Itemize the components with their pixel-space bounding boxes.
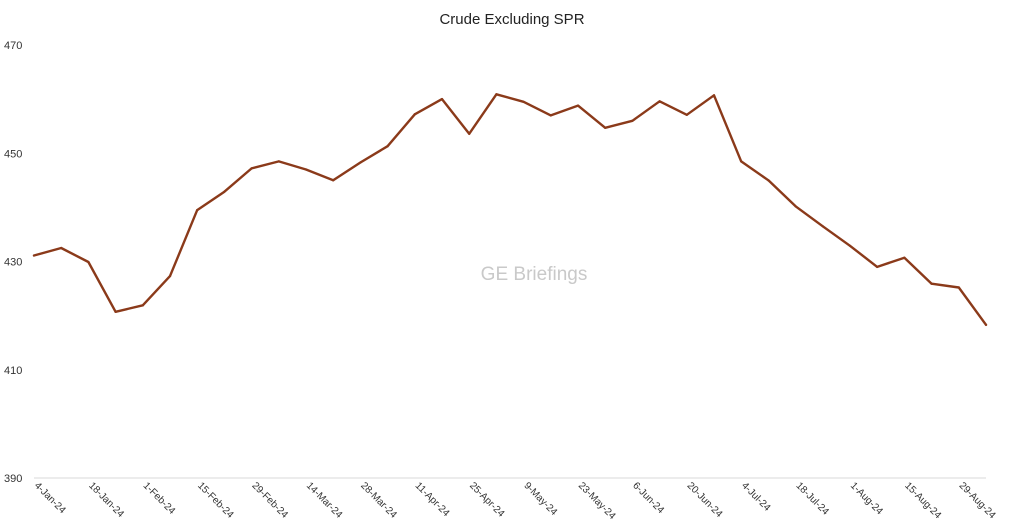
y-axis-ticks: 390 410 430 450 470 [4, 40, 22, 485]
data-point [522, 100, 525, 103]
data-point [767, 179, 770, 182]
y-tick-label: 470 [4, 40, 22, 52]
data-point [957, 286, 960, 289]
series-layer [32, 93, 988, 326]
data-point [984, 323, 988, 326]
x-tick-label: 11-Apr-24 [413, 480, 452, 519]
data-point [141, 304, 144, 307]
x-tick-label: 4-Jan-24 [32, 480, 68, 516]
y-tick-label: 430 [4, 257, 22, 269]
data-point [631, 119, 634, 122]
x-tick-label: 15-Aug-24 [902, 480, 943, 521]
data-point [876, 265, 879, 269]
x-tick-label: 1-Aug-24 [848, 480, 885, 517]
data-point [549, 114, 552, 117]
data-point [359, 161, 362, 164]
data-point [250, 167, 253, 170]
x-tick-label: 18-Jan-24 [86, 480, 126, 520]
data-point [468, 132, 471, 135]
x-tick-label: 14-Mar-24 [304, 480, 345, 521]
x-tick-label: 9-May-24 [521, 480, 559, 518]
data-point [903, 256, 906, 259]
y-tick-label: 410 [4, 365, 22, 377]
y-tick-label: 450 [4, 148, 22, 160]
data-point [168, 275, 172, 278]
x-tick-label: 23-May-24 [576, 480, 618, 522]
x-tick-label: 4-Jul-24 [739, 480, 773, 514]
data-point [658, 100, 661, 103]
x-tick-label: 18-Jul-24 [793, 480, 831, 518]
watermark: GE Briefings [481, 264, 588, 285]
data-point [604, 126, 607, 129]
x-tick-label: 29-Feb-24 [249, 480, 290, 521]
chart-title: Crude Excluding SPR [439, 11, 584, 28]
data-point [930, 282, 933, 285]
x-axis-ticks: 4-Jan-24 18-Jan-24 1-Feb-24 15-Feb-24 29-Feb… [32, 480, 998, 522]
y-tick-label: 390 [4, 473, 22, 485]
x-tick-label: 29-Aug-24 [957, 480, 998, 521]
data-point [60, 246, 63, 250]
data-point [87, 260, 90, 264]
data-point [794, 205, 797, 208]
x-tick-label: 6-Jun-24 [630, 480, 666, 516]
data-point [576, 104, 580, 107]
data-point [740, 160, 743, 163]
x-tick-label: 25-Apr-24 [467, 480, 507, 520]
x-tick-label: 15-Feb-24 [195, 480, 236, 521]
x-tick-label: 20-Jun-24 [685, 480, 725, 520]
data-point [196, 208, 199, 212]
data-point [386, 145, 389, 148]
data-point [495, 93, 498, 96]
data-point [114, 310, 117, 313]
data-point [821, 225, 824, 228]
series-line [32, 93, 988, 326]
data-point [712, 94, 716, 97]
data-point [848, 244, 852, 247]
data-point [413, 113, 416, 116]
data-point [277, 160, 280, 163]
data-point [332, 179, 335, 182]
x-tick-label: 1-Feb-24 [141, 480, 178, 517]
data-point [223, 190, 226, 193]
data-point [304, 168, 308, 171]
x-tick-label: 28-Mar-24 [358, 480, 399, 521]
data-point [32, 254, 36, 257]
data-point [440, 98, 444, 101]
data-point [685, 113, 688, 116]
